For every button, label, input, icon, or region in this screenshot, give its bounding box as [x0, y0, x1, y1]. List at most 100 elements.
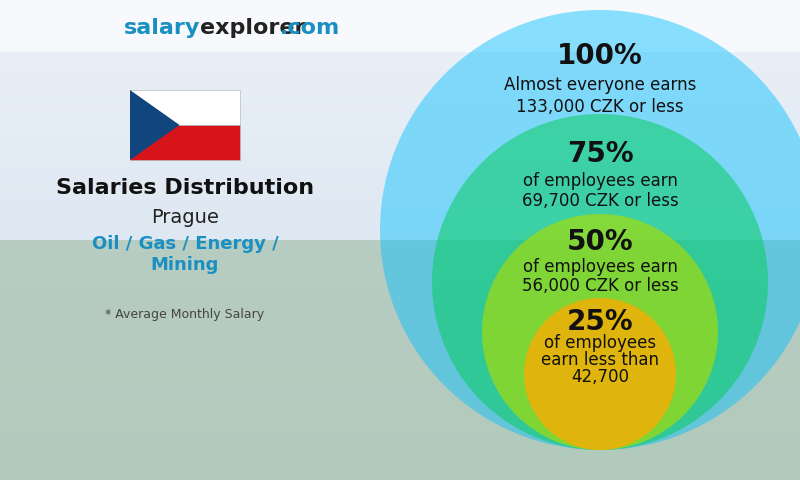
Bar: [0, 427, 800, 428]
Text: Salaries Distribution: Salaries Distribution: [56, 178, 314, 198]
Text: 42,700: 42,700: [571, 368, 629, 386]
Bar: [0, 148, 800, 149]
Bar: [0, 212, 800, 213]
Bar: [0, 379, 800, 380]
Bar: [0, 51, 800, 52]
Bar: [0, 403, 800, 404]
Bar: [0, 429, 800, 430]
Bar: [0, 80, 800, 81]
Bar: [0, 139, 800, 140]
Bar: [0, 33, 800, 34]
Bar: [0, 289, 800, 290]
Bar: [0, 368, 800, 369]
Bar: [0, 415, 800, 416]
Bar: [0, 465, 800, 466]
Bar: [0, 411, 800, 412]
Bar: [0, 260, 800, 261]
Bar: [0, 113, 800, 114]
Bar: [0, 409, 800, 410]
Text: .com: .com: [280, 18, 340, 38]
Bar: [0, 102, 800, 103]
Bar: [0, 420, 800, 421]
Text: of employees: of employees: [544, 334, 656, 352]
Bar: [0, 20, 800, 21]
Bar: [0, 218, 800, 219]
Text: explorer: explorer: [200, 18, 306, 38]
Bar: [0, 287, 800, 288]
Bar: [0, 440, 800, 441]
Bar: [0, 438, 800, 439]
Bar: [0, 259, 800, 260]
Bar: [0, 371, 800, 372]
Bar: [0, 373, 800, 374]
Bar: [0, 310, 800, 311]
Bar: [0, 303, 800, 304]
Bar: [0, 404, 800, 405]
Bar: [0, 412, 800, 413]
Bar: [0, 342, 800, 343]
Bar: [0, 25, 800, 26]
Bar: [0, 241, 800, 242]
Bar: [0, 54, 800, 55]
Bar: [0, 144, 800, 145]
Bar: [0, 317, 800, 318]
Bar: [0, 140, 800, 141]
Bar: [0, 137, 800, 138]
Bar: [0, 388, 800, 389]
Bar: [0, 277, 800, 278]
Text: 69,700 CZK or less: 69,700 CZK or less: [522, 192, 678, 210]
Bar: [0, 459, 800, 460]
Bar: [0, 170, 800, 171]
Bar: [0, 37, 800, 38]
Bar: [0, 322, 800, 323]
Bar: [0, 61, 800, 62]
Bar: [0, 345, 800, 346]
Bar: [0, 50, 800, 51]
Text: 133,000 CZK or less: 133,000 CZK or less: [516, 98, 684, 116]
Bar: [0, 6, 800, 7]
Bar: [0, 225, 800, 226]
Bar: [0, 97, 800, 98]
Bar: [0, 160, 800, 161]
Bar: [0, 308, 800, 309]
Bar: [0, 467, 800, 468]
Bar: [0, 269, 800, 270]
Bar: [0, 217, 800, 218]
Bar: [0, 143, 800, 144]
Bar: [0, 224, 800, 225]
Bar: [0, 407, 800, 408]
Bar: [0, 9, 800, 10]
Bar: [0, 416, 800, 417]
Bar: [0, 315, 800, 316]
Circle shape: [380, 10, 800, 450]
Bar: [0, 445, 800, 446]
Bar: [0, 85, 800, 86]
Bar: [0, 116, 800, 117]
Bar: [0, 333, 800, 334]
Text: earn less than: earn less than: [541, 351, 659, 369]
Bar: [0, 365, 800, 366]
Bar: [0, 362, 800, 363]
Bar: [0, 398, 800, 399]
Bar: [0, 127, 800, 128]
Bar: [0, 236, 800, 237]
Bar: [0, 64, 800, 65]
Bar: [0, 454, 800, 455]
Bar: [0, 340, 800, 341]
Bar: [0, 10, 800, 11]
Bar: [0, 227, 800, 228]
Bar: [0, 43, 800, 44]
Bar: [0, 14, 800, 15]
Bar: [0, 228, 800, 229]
Bar: [0, 56, 800, 57]
Bar: [0, 27, 800, 28]
Bar: [0, 258, 800, 259]
Bar: [0, 147, 800, 148]
Bar: [0, 456, 800, 457]
Bar: [0, 294, 800, 295]
Bar: [0, 47, 800, 48]
Bar: [0, 291, 800, 292]
Bar: [0, 378, 800, 379]
Bar: [0, 343, 800, 344]
Bar: [0, 152, 800, 153]
